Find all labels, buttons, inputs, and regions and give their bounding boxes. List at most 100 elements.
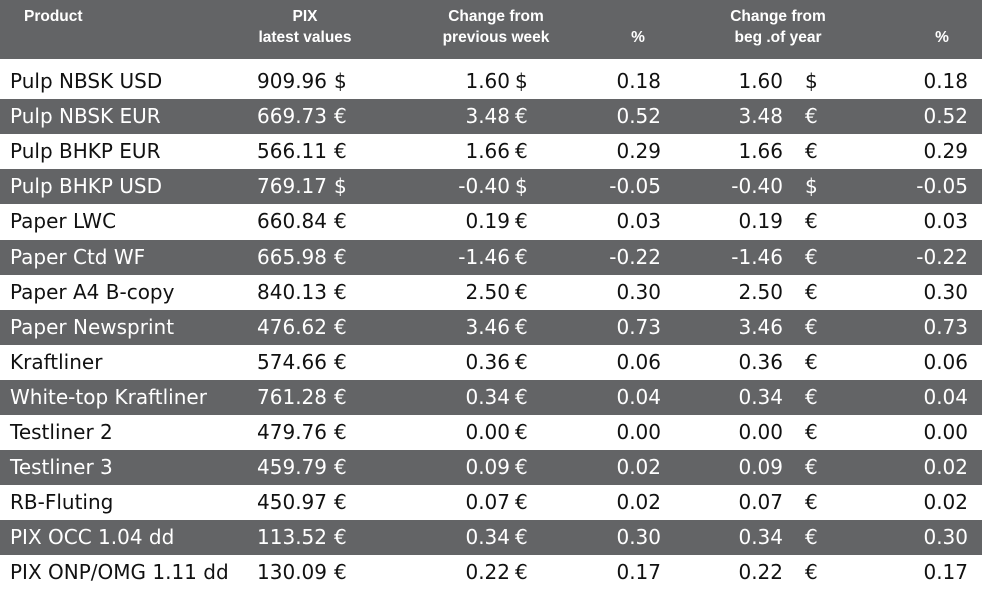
pix-currency-cell: € — [334, 209, 347, 234]
table-row: Paper Newsprint 476.62 €3.46 €0.73 3.46 €0.73 — [0, 309, 982, 345]
pix-value-cell: 459.79 — [257, 455, 327, 480]
week-currency-cell: € — [515, 560, 528, 585]
year-currency-cell: $ — [805, 174, 818, 199]
product-cell: Paper Newsprint — [10, 314, 175, 339]
pix-value-cell: 130.09 — [257, 560, 327, 585]
week-change-cell: 1.66 — [465, 139, 510, 164]
week-percent-cell: 0.52 — [616, 104, 661, 129]
header-change-week: Change from previous week — [426, 6, 566, 48]
year-change-cell: 0.00 — [738, 420, 783, 444]
table-row: Pulp NBSK USD 909.96 $1.60 $0.18 1.60 $0.18 — [0, 64, 982, 99]
header-week-percent: % — [631, 29, 645, 46]
pix-value-cell: 113.52 — [257, 525, 327, 550]
product-cell: Paper Ctd WF — [10, 244, 146, 269]
year-currency-cell: € — [805, 314, 818, 339]
pix-value-cell: 669.73 — [257, 104, 327, 129]
week-percent-cell: 0.00 — [616, 420, 661, 444]
table-header: Product PIX latest values Change from pr… — [0, 0, 982, 59]
year-percent-cell: 0.29 — [923, 139, 968, 164]
year-change-cell: 0.09 — [738, 455, 783, 480]
product-cell: PIX ONP/OMG 1.11 dd — [10, 560, 229, 585]
table-row: Pulp BHKP USD 769.17 $ -0.40 $ -0.05 -0.40 $ -0.… — [0, 169, 982, 205]
week-percent-cell: 0.18 — [616, 69, 661, 93]
pix-currency-cell: € — [334, 420, 347, 444]
week-change-cell: 0.36 — [465, 349, 510, 374]
pix-currency-cell: $ — [334, 69, 347, 93]
table-row: Paper LWC 660.84 €0.19 €0.03 0.19 €0.03 — [0, 204, 982, 239]
week-currency-cell: € — [515, 244, 528, 269]
year-change-cell: 3.46 — [738, 314, 783, 339]
product-cell: PIX OCC 1.04 dd — [10, 525, 175, 550]
year-change-cell: 1.66 — [738, 139, 783, 164]
pix-value-cell: 660.84 — [257, 209, 327, 234]
year-change-cell: 0.34 — [738, 384, 783, 409]
year-percent-cell: 0.18 — [923, 69, 968, 93]
year-currency-cell: € — [805, 279, 818, 304]
pix-currency-cell: € — [334, 560, 347, 585]
week-percent-cell: 0.04 — [616, 384, 661, 409]
pix-currency-cell: € — [334, 490, 347, 515]
year-currency-cell: € — [805, 560, 818, 585]
week-percent-cell: 0.02 — [616, 490, 661, 515]
year-change-cell: -0.40 — [731, 174, 783, 199]
product-cell: Kraftliner — [10, 349, 103, 374]
table-row: Pulp NBSK EUR 669.73 €3.48 €0.52 3.48 €0.52 — [0, 99, 982, 135]
week-currency-cell: € — [515, 384, 528, 409]
year-change-cell: 0.07 — [738, 490, 783, 515]
pix-currency-cell: $ — [334, 174, 347, 199]
year-change-cell: 0.19 — [738, 209, 783, 234]
table-row: Testliner 3 459.79 €0.09 €0.02 0.09 €0.02 — [0, 450, 982, 486]
header-year-percent: % — [935, 29, 949, 46]
year-currency-cell: $ — [805, 69, 818, 93]
table-row: Paper A4 B-copy 840.13 €2.50 €0.30 2.50 €0.30 — [0, 275, 982, 310]
week-percent-cell: 0.73 — [616, 314, 661, 339]
product-cell: Paper LWC — [10, 209, 117, 234]
pix-value-cell: 574.66 — [257, 349, 327, 374]
year-currency-cell: € — [805, 139, 818, 164]
year-percent-cell: 0.02 — [923, 490, 968, 515]
pix-value-cell: 769.17 — [257, 174, 327, 199]
pix-currency-cell: € — [334, 314, 347, 339]
week-currency-cell: € — [515, 104, 528, 129]
table-row: Paper Ctd WF 665.98 € -1.46 € -0.22 -1.46 € -0.2… — [0, 239, 982, 275]
pix-currency-cell: € — [334, 244, 347, 269]
pix-value-cell: 665.98 — [257, 244, 327, 269]
week-change-cell: 0.19 — [465, 209, 510, 234]
product-cell: Pulp NBSK EUR — [10, 104, 161, 129]
year-percent-cell: 0.02 — [923, 455, 968, 480]
year-percent-cell: 0.30 — [923, 525, 968, 550]
week-change-cell: -0.40 — [458, 174, 510, 199]
pix-currency-cell: € — [334, 525, 347, 550]
week-currency-cell: € — [515, 490, 528, 515]
table-row: PIX ONP/OMG 1.11 dd 130.09 €0.22 €0.17 0.22 €… — [0, 555, 982, 590]
week-currency-cell: $ — [515, 174, 528, 199]
table-row: White-top Kraftliner 761.28 €0.34 €0.04 0.34… — [0, 379, 982, 415]
year-change-cell: 0.22 — [738, 560, 783, 585]
week-currency-cell: € — [515, 420, 528, 444]
table-row: Testliner 2 479.76 €0.00 €0.00 0.00 €0.00 — [0, 415, 982, 450]
header-product: Product — [24, 8, 83, 25]
table-row: PIX OCC 1.04 dd 113.52 €0.34 €0.30 0.34 €0.30 — [0, 520, 982, 556]
header-year-line1: Change from — [730, 8, 826, 25]
week-percent-cell: 0.17 — [616, 560, 661, 585]
year-currency-cell: € — [805, 455, 818, 480]
year-change-cell: 1.60 — [738, 69, 783, 93]
week-currency-cell: € — [515, 279, 528, 304]
header-pix-latest: PIX latest values — [255, 6, 355, 48]
week-percent-cell: 0.30 — [616, 279, 661, 304]
year-percent-cell: -0.22 — [916, 244, 968, 269]
header-pix-line2: latest values — [258, 29, 352, 46]
header-pix-line1: PIX — [292, 8, 318, 25]
pix-value-cell: 909.96 — [257, 69, 327, 93]
week-percent-cell: 0.02 — [616, 455, 661, 480]
table-row: RB-Fluting 450.97 €0.07 €0.02 0.07 €0.02 — [0, 485, 982, 520]
week-currency-cell: € — [515, 349, 528, 374]
week-change-cell: 0.34 — [465, 384, 510, 409]
table-row: Pulp BHKP EUR 566.11 €1.66 €0.29 1.66 €0.29 — [0, 134, 982, 169]
year-percent-cell: -0.05 — [916, 174, 968, 199]
week-change-cell: 0.00 — [465, 420, 510, 444]
week-currency-cell: € — [515, 209, 528, 234]
product-cell: Testliner 2 — [10, 420, 113, 444]
year-percent-cell: 0.73 — [923, 314, 968, 339]
